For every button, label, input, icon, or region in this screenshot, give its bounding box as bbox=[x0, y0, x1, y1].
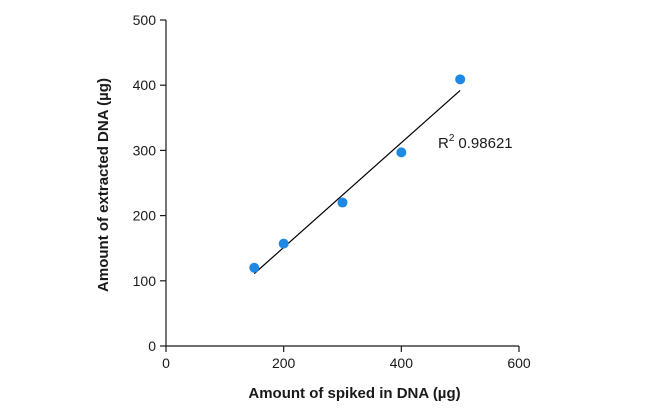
y-tick-label: 500 bbox=[133, 12, 157, 28]
y-tick-label: 100 bbox=[133, 273, 157, 289]
y-tick-label: 300 bbox=[133, 142, 157, 158]
r-squared-prefix: R bbox=[438, 135, 449, 152]
data-point bbox=[337, 197, 348, 208]
data-point bbox=[278, 238, 289, 249]
y-tick-label: 0 bbox=[148, 338, 156, 354]
x-ticks: 0 200 400 600 bbox=[162, 346, 531, 371]
r-squared-value: 0.98621 bbox=[458, 135, 512, 152]
data-point bbox=[249, 262, 260, 273]
r-squared-superscript: 2 bbox=[449, 133, 455, 144]
x-axis-title: Amount of spiked in DNA (µg) bbox=[248, 385, 460, 402]
y-tick-label: 400 bbox=[133, 77, 157, 93]
x-tick-label: 200 bbox=[272, 355, 296, 371]
y-ticks: 0 100 200 300 400 500 bbox=[133, 12, 166, 354]
data-point bbox=[455, 74, 466, 85]
data-point bbox=[396, 147, 407, 158]
y-axis-title: Amount of extracted DNA (µg) bbox=[95, 78, 112, 292]
data-points bbox=[249, 74, 466, 273]
axes bbox=[165, 20, 519, 347]
x-tick-label: 0 bbox=[162, 355, 170, 371]
x-tick-label: 600 bbox=[507, 355, 531, 371]
y-tick-label: 200 bbox=[133, 208, 157, 224]
r-squared-annotation: R2 0.98621 bbox=[438, 133, 513, 152]
x-tick-label: 400 bbox=[390, 355, 414, 371]
